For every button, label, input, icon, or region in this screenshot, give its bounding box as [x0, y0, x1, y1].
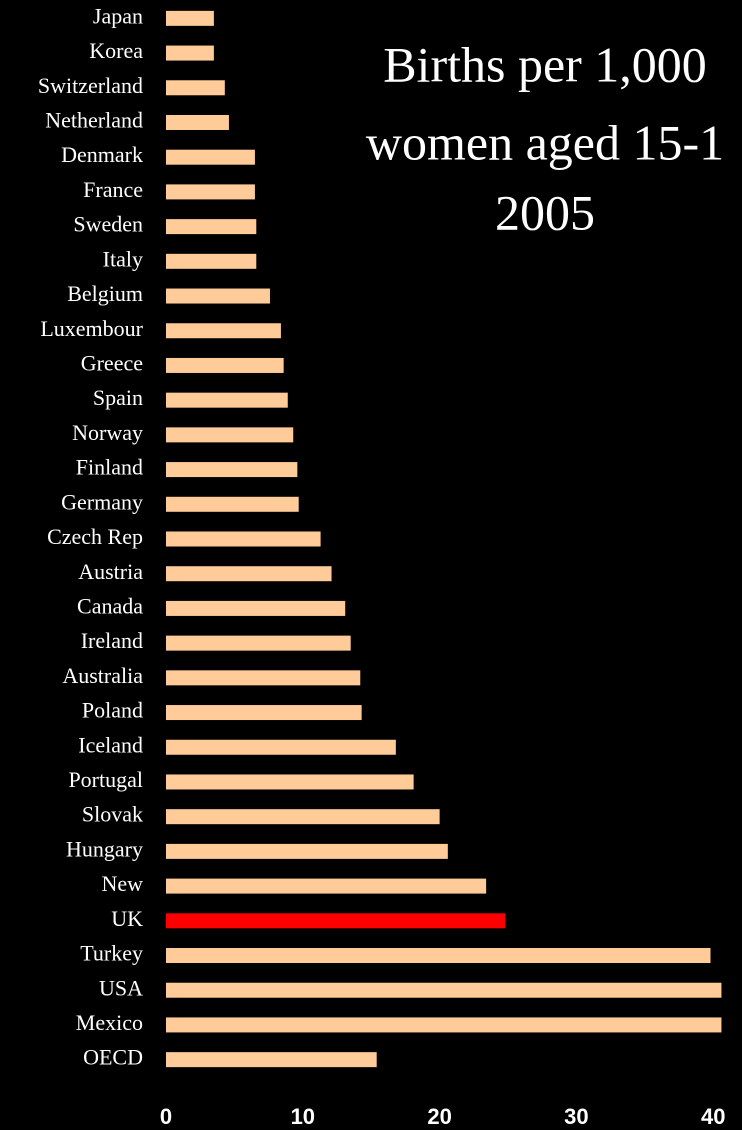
- bar: [166, 253, 257, 269]
- y-tick-label: USA: [99, 975, 143, 1000]
- bar: [166, 670, 361, 686]
- x-tick-label: 30: [564, 1104, 588, 1129]
- y-tick-label: Australia: [62, 663, 143, 688]
- bar: [166, 427, 294, 443]
- bar: [166, 600, 346, 616]
- x-tick-label: 0: [160, 1104, 172, 1129]
- bar: [166, 913, 506, 929]
- y-tick-label: Germany: [61, 489, 143, 514]
- bar: [166, 948, 711, 964]
- bar: [166, 114, 229, 130]
- y-tick-label: Greece: [81, 350, 143, 375]
- y-tick-label: Finland: [76, 455, 143, 480]
- x-tick-label: 20: [427, 1104, 451, 1129]
- y-tick-label: Luxembour: [40, 316, 143, 341]
- bar: [166, 149, 255, 165]
- y-tick-label: Japan: [93, 3, 143, 28]
- y-tick-label: Sweden: [73, 212, 143, 237]
- chart-title: Births per 1,000: [383, 36, 707, 92]
- y-tick-label: Netherland: [45, 108, 143, 133]
- bar: [166, 323, 281, 339]
- y-tick-label: Mexico: [76, 1010, 143, 1035]
- bar: [166, 982, 722, 998]
- bar: [166, 462, 298, 478]
- chart-title: 2005: [495, 184, 595, 240]
- y-tick-label: New: [101, 871, 143, 896]
- bar: [166, 184, 255, 200]
- y-tick-label: Korea: [89, 38, 143, 63]
- bar: [166, 739, 396, 755]
- bar: [166, 809, 440, 825]
- y-tick-label: Denmark: [61, 142, 143, 167]
- bar: [166, 80, 225, 96]
- y-tick-label: Canada: [77, 593, 143, 618]
- bar: [166, 843, 448, 859]
- bar: [166, 1052, 377, 1068]
- y-tick-label: Norway: [72, 420, 143, 445]
- bar: [166, 705, 362, 721]
- bar: [166, 288, 270, 304]
- y-tick-label: Austria: [78, 559, 143, 584]
- bar: [166, 10, 214, 26]
- x-tick-label: 40: [701, 1104, 725, 1129]
- y-tick-label: Poland: [82, 698, 143, 723]
- bar: [166, 531, 321, 547]
- bar: [166, 635, 351, 651]
- bar: [166, 774, 414, 790]
- y-tick-label: Italy: [103, 246, 143, 271]
- bar: [166, 357, 284, 373]
- bar: [166, 219, 257, 235]
- y-tick-label: Switzerland: [38, 73, 143, 98]
- y-tick-label: Slovak: [82, 802, 143, 827]
- y-tick-label: Portugal: [68, 767, 143, 792]
- bar: [166, 566, 332, 582]
- y-tick-label: Spain: [93, 385, 143, 410]
- y-tick-label: Turkey: [80, 941, 143, 966]
- bar: [166, 45, 214, 61]
- y-tick-label: Czech Rep: [47, 524, 143, 549]
- bar: [166, 878, 487, 894]
- y-tick-label: UK: [111, 906, 143, 931]
- bar: [166, 392, 288, 408]
- y-tick-label: Hungary: [66, 836, 143, 861]
- y-tick-label: Ireland: [81, 628, 143, 653]
- x-tick-label: 10: [291, 1104, 315, 1129]
- bar: [166, 1017, 722, 1033]
- y-tick-label: Belgium: [67, 281, 143, 306]
- chart-title: women aged 15-1: [366, 114, 724, 170]
- y-tick-label: Iceland: [78, 732, 143, 757]
- bar: [166, 496, 299, 512]
- y-tick-label: OECD: [83, 1045, 143, 1070]
- y-tick-label: France: [83, 177, 143, 202]
